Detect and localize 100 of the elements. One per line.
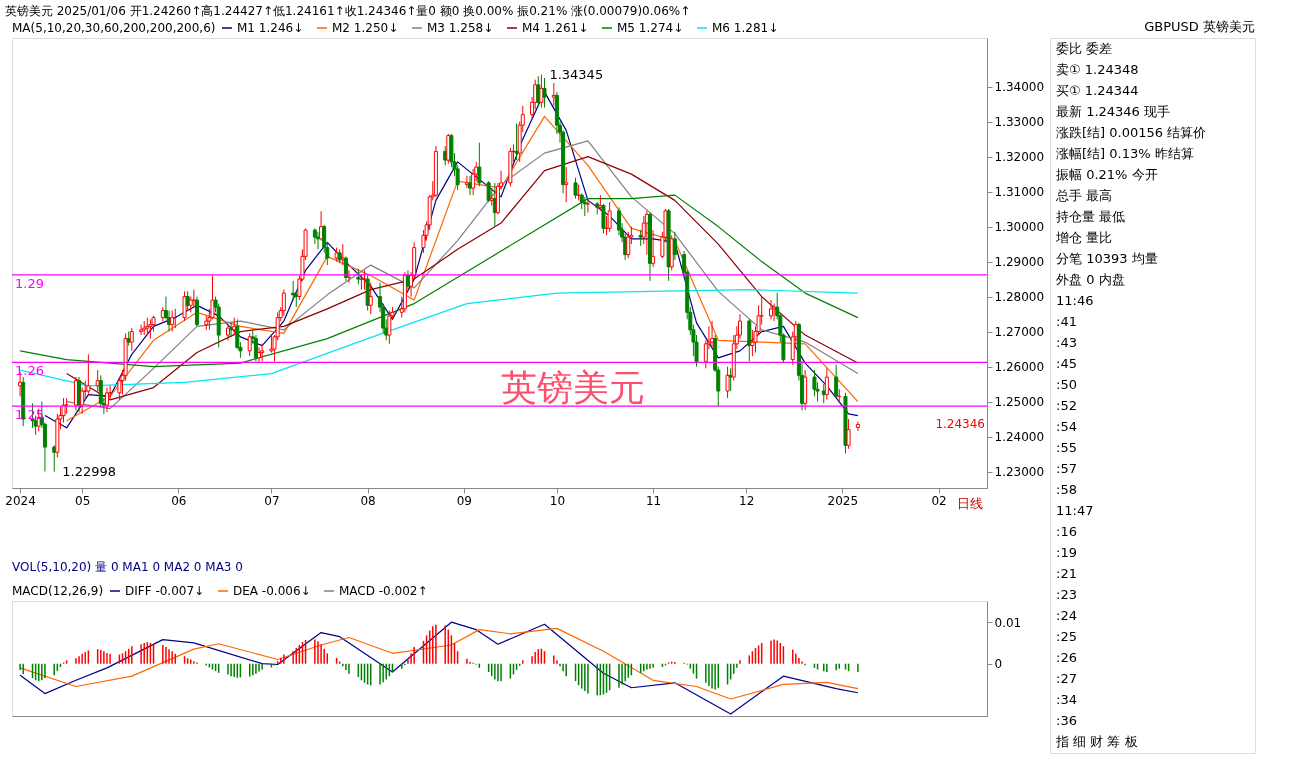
candlestick (728, 367, 733, 392)
text: VOL(5,10,20) 量 0 MA1 0 MA2 0 MA3 0 (12, 560, 243, 574)
text: :50 (1056, 376, 1077, 392)
text: :26 (1056, 650, 1077, 666)
y-tick-label: 1.32000 (994, 150, 1045, 165)
text: :34 (1056, 692, 1077, 708)
y-tick-label: 1.29000 (994, 255, 1045, 270)
annotation: 1.34345 (549, 66, 604, 82)
candlestick (257, 346, 262, 364)
y-tick-label: 0.01 (994, 615, 1022, 630)
text: :19 (1056, 545, 1077, 561)
candlestick (539, 74, 544, 109)
text: :16 (1056, 524, 1077, 540)
candlestick (368, 282, 373, 315)
text: 增仓 量比 (1055, 229, 1113, 245)
y-tick-label: 0 (994, 657, 1003, 672)
annotation: 1.22998 (62, 463, 116, 479)
legend-label: DIFF -0.007↓ (125, 584, 205, 598)
text: :45 (1056, 355, 1077, 371)
ref-line-label: 1.29 (15, 275, 44, 291)
text: :55 (1056, 440, 1077, 456)
candlestick (551, 82, 556, 107)
legend-label: M4 1.261↓ (522, 21, 589, 35)
candlestick (387, 310, 392, 345)
x-tick-label: 08 (360, 493, 376, 508)
annotation: 1.24346 (935, 417, 985, 432)
x-tick-label: 2025 (827, 493, 859, 508)
line-series (19, 627, 859, 700)
y-tick-label: 1.30000 (994, 220, 1045, 235)
candlestick (651, 229, 656, 268)
candlestick (769, 299, 773, 320)
candlestick (253, 334, 258, 362)
text: 11:46 (1056, 292, 1094, 308)
legend-title: MACD(12,26,9) (12, 584, 104, 598)
text: 日线 (957, 496, 983, 511)
text: :36 (1056, 713, 1077, 729)
candlestick (464, 175, 469, 189)
candlestick (846, 418, 851, 450)
candlestick (86, 353, 91, 396)
y-tick-label: 1.31000 (994, 185, 1045, 200)
text: :54 (1056, 419, 1077, 435)
legend-label: M3 1.258↓ (427, 21, 494, 35)
y-tick-label: 1.24000 (994, 430, 1045, 445)
text: 持仓量 最低 (1056, 208, 1126, 224)
text: 振幅 0.21% 今开 (1056, 166, 1158, 182)
candlestick (834, 364, 839, 399)
candlestick (247, 332, 252, 357)
candlestick (585, 198, 590, 214)
candlestick (477, 142, 482, 187)
candlestick (191, 289, 196, 308)
legend-label: DEA -0.006↓ (233, 584, 311, 598)
candlestick (855, 421, 860, 432)
x-tick-label: 10 (549, 493, 566, 508)
text: 委比 委差 (1056, 40, 1113, 56)
legend-label: M1 1.246↓ (237, 21, 304, 35)
candlestick (824, 367, 829, 401)
legend-title: MA(5,10,20,30,60,200,200,200,6) (12, 21, 216, 35)
candlestick (229, 322, 234, 338)
y-tick-label: 1.34000 (994, 80, 1045, 95)
x-tick-label: 2024 (5, 493, 36, 508)
candlestick (315, 231, 320, 250)
text: 指 细 财 筹 板 (1055, 734, 1138, 750)
text: :57 (1056, 461, 1077, 477)
candlestick (607, 201, 612, 233)
annotation: 英镑美元 (500, 367, 645, 408)
y-tick-label: 1.26000 (994, 360, 1045, 375)
text: :23 (1056, 587, 1077, 603)
text: :27 (1056, 671, 1077, 687)
text: :41 (1056, 313, 1077, 329)
candlestick (672, 231, 677, 261)
text: :24 (1056, 608, 1077, 624)
y-tick-label: 1.25000 (994, 395, 1045, 410)
x-tick-label: 06 (171, 493, 187, 508)
legend-label: M6 1.281↓ (712, 21, 779, 35)
text: 卖① 1.24348 (1056, 61, 1139, 77)
candlestick (772, 303, 777, 322)
text: 外盘 0 内盘 (1056, 271, 1125, 287)
x-tick-label: 11 (645, 493, 662, 508)
text: 总手 最高 (1055, 187, 1113, 203)
chart-title: 英镑美元 2025/01/06 开1.24260↑高1.24427↑低1.24161↑收1.24346↑量0 额0 换0.00% 振0.21% 涨(0.00079)0.06%↑ (4, 4, 691, 18)
x-tick-label: 05 (75, 493, 91, 508)
candlestick (626, 231, 631, 259)
legend-label: M2 1.250↓ (332, 21, 399, 35)
text: MACD -0.002↑ (339, 584, 428, 598)
y-tick-label: 1.27000 (994, 325, 1045, 340)
x-tick-label: 02 (931, 493, 947, 508)
candlestick (281, 289, 286, 317)
text: :52 (1056, 398, 1077, 414)
candlestick (486, 180, 491, 203)
candlestick (542, 77, 547, 109)
candlestick (139, 324, 144, 336)
line-series (19, 621, 859, 715)
text: 涨幅[结] 0.13% 昨结算 (1056, 145, 1194, 161)
candlestick (182, 290, 187, 322)
candlestick (564, 166, 569, 203)
text: :25 (1056, 629, 1077, 645)
y-tick-label: 1.23000 (994, 465, 1045, 480)
text: 分笔 10393 均量 (1056, 250, 1158, 266)
x-tick-label: 09 (456, 493, 472, 508)
y-tick-label: 1.28000 (994, 290, 1045, 305)
